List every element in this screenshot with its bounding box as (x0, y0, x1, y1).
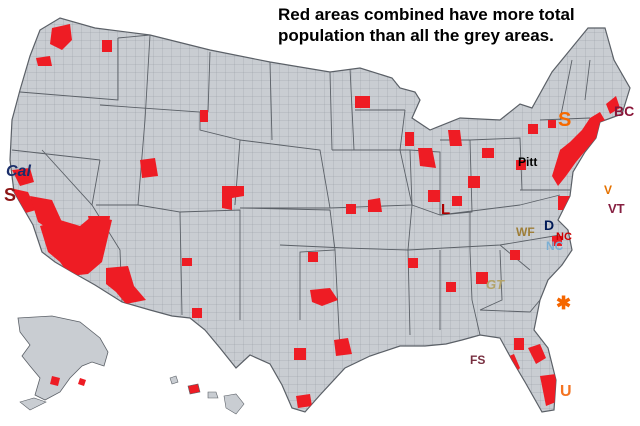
red-area-cleveland (482, 148, 494, 158)
red-area-miami (540, 374, 556, 406)
red-area-central-valley (30, 196, 62, 230)
red-area-atlanta (476, 272, 488, 284)
red-area-nashville (408, 258, 418, 268)
nc-state-logo: NC (556, 231, 572, 243)
red-area-okc (308, 252, 318, 262)
red-area-san-antonio (334, 338, 352, 356)
red-area-anchorage (50, 376, 60, 386)
alaska-inset (17, 315, 109, 411)
red-area-milwaukee (405, 132, 414, 146)
red-area-dallas (310, 288, 338, 306)
red-area-boise (140, 158, 158, 178)
duke-logo: D (544, 217, 555, 233)
red-area-washington (558, 196, 570, 210)
red-area-houston (296, 394, 312, 408)
red-area-columbus (468, 176, 480, 188)
red-area-minneapolis (355, 96, 370, 108)
georgia-tech-logo: GT (486, 277, 505, 292)
pitt-logo: Pitt (518, 155, 538, 169)
red-area-honolulu (187, 383, 201, 395)
red-area-seattle (50, 24, 72, 50)
red-area-chicago (418, 148, 436, 168)
wake-forest-logo: WF (516, 225, 535, 239)
red-area-bay-area (10, 188, 36, 214)
red-area-northeast-corridor (552, 112, 606, 186)
red-areas (10, 24, 620, 408)
red-area-raleigh (552, 236, 562, 246)
red-area-jacksonville (514, 338, 524, 350)
red-area-detroit (448, 130, 462, 146)
red-area-austin (294, 348, 306, 360)
red-area-rochester (548, 120, 556, 128)
red-area-spokane (102, 40, 112, 52)
red-area-las-vegas (88, 216, 110, 236)
clemson-logo: ✱ (556, 293, 572, 313)
red-area-boston (606, 96, 620, 114)
red-area-pittsburgh (516, 160, 526, 170)
red-area-buffalo (528, 124, 538, 134)
red-area-cincinnati (452, 196, 462, 206)
red-area-st-louis (368, 198, 382, 212)
syracuse-logo: S (558, 109, 572, 131)
red-area-charlotte (510, 250, 520, 260)
state-borders (11, 34, 591, 351)
stanford-logo: S (4, 185, 17, 205)
caption-line-1: Red areas combined have more total (278, 5, 575, 24)
red-area-denver (222, 186, 244, 210)
red-area-orlando (528, 344, 546, 364)
florida-state-logo: FS (470, 353, 486, 367)
red-area-birmingham (446, 282, 456, 292)
cal-logo: Cal (6, 163, 31, 180)
red-area-indianapolis (428, 190, 440, 202)
boston-college-logo: BC (614, 103, 635, 119)
red-area-salt-lake (200, 110, 208, 122)
red-area-juneau-region (78, 378, 86, 386)
virginia-tech-logo: VT (608, 201, 625, 216)
red-area-el-paso (192, 308, 202, 318)
red-area-kansas-city (346, 204, 356, 214)
miami-logo: U (560, 383, 572, 400)
red-area-albuquerque (182, 258, 192, 266)
louisville-logo: L (441, 201, 451, 218)
red-area-sacramento (12, 168, 34, 186)
red-area-portland (36, 56, 52, 66)
hawaii-inset (169, 375, 245, 415)
unc-logo: NC (546, 239, 564, 253)
red-area-phoenix (106, 266, 146, 304)
virginia-logo: V (604, 183, 613, 197)
map-caption: Red areas combined have more total popul… (278, 4, 634, 46)
caption-line-2: population than all the grey areas. (278, 26, 554, 45)
